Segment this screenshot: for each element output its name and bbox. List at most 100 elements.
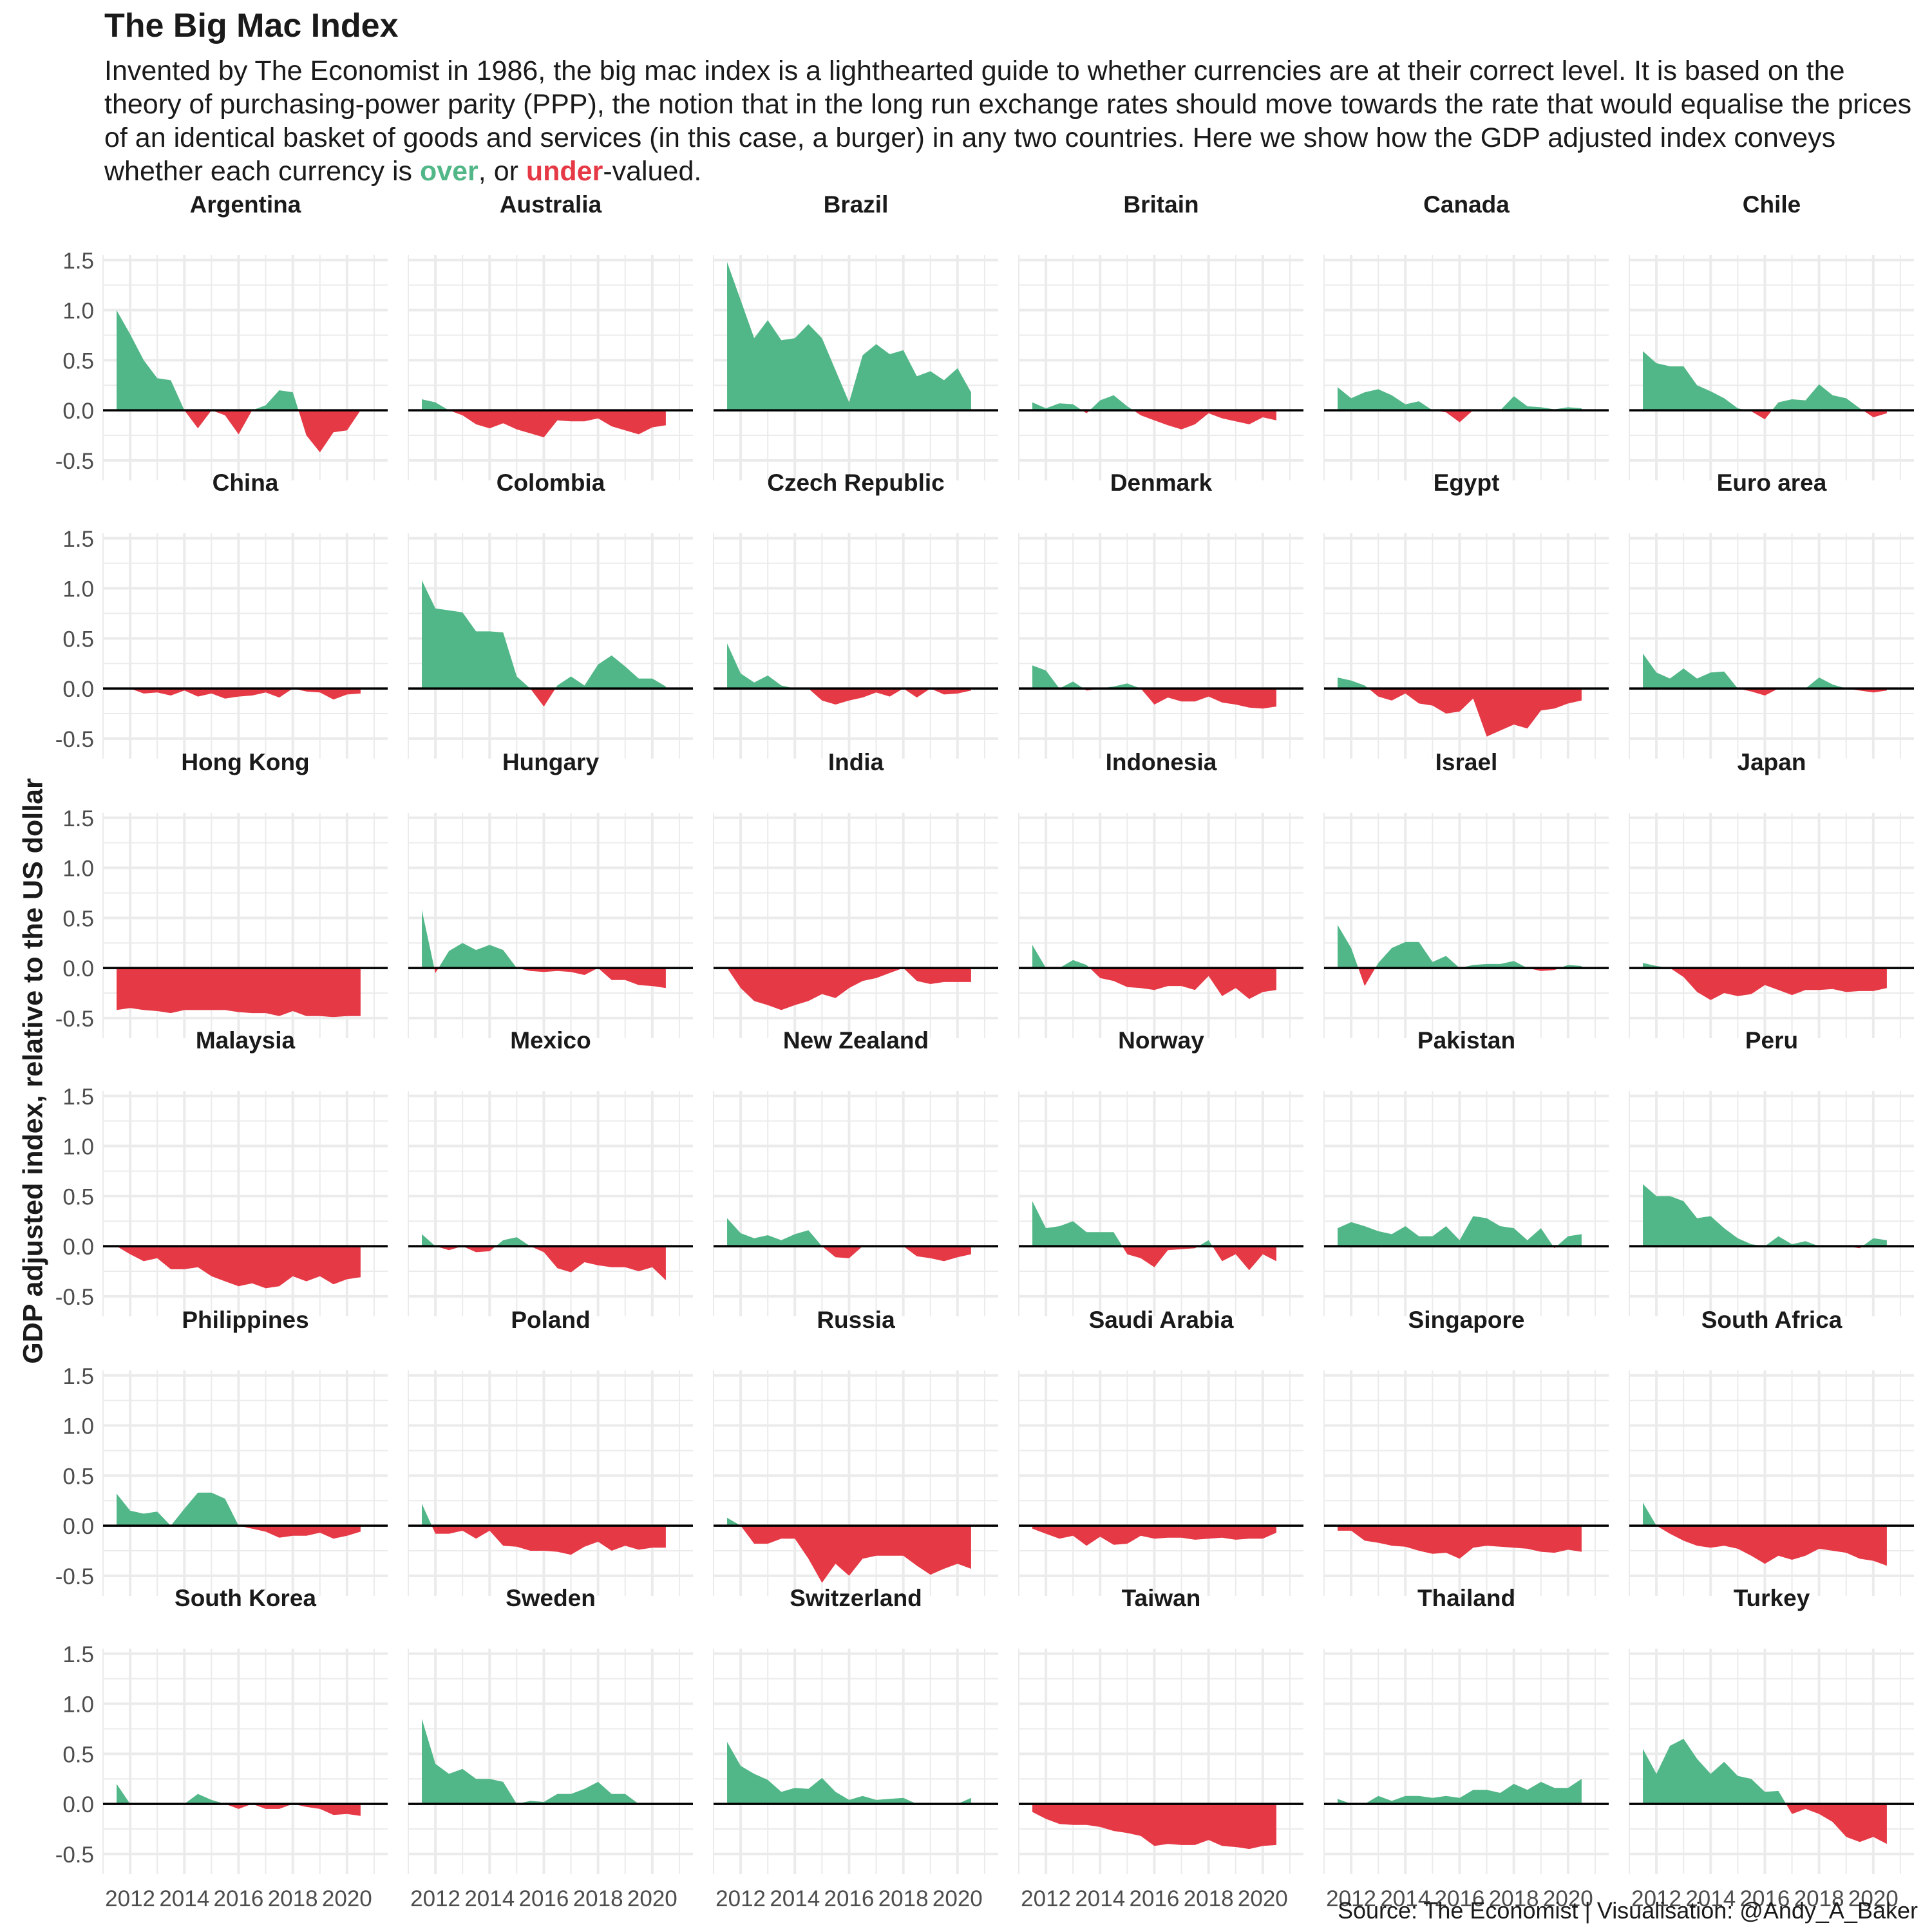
facet-title: Turkey: [1734, 1585, 1810, 1611]
undervalued-area: [1643, 410, 1887, 420]
facet-title: Norway: [1118, 1027, 1204, 1054]
x-tick-label: 2012: [1021, 1886, 1071, 1911]
undervalued-area: [1338, 1526, 1582, 1559]
overvalued-area: [1643, 1739, 1887, 1804]
x-tick-label: 2014: [1685, 1886, 1736, 1911]
x-tick-label: 2012: [1631, 1886, 1681, 1911]
undervalued-area: [117, 410, 361, 453]
x-tick-label: 2014: [464, 1886, 515, 1911]
overvalued-area: [117, 1492, 361, 1526]
y-tick-label: 0.5: [62, 1464, 94, 1489]
undervalued-area: [1643, 1526, 1887, 1566]
facet-title: Switzerland: [790, 1585, 922, 1611]
x-tick-label: 2016: [519, 1886, 569, 1911]
y-tick-label: 1.5: [62, 1364, 94, 1389]
facet-title: New Zealand: [783, 1027, 929, 1054]
overvalued-area: [727, 1741, 971, 1804]
y-tick-label: 1.5: [62, 249, 94, 274]
undervalued-area: [1032, 1246, 1276, 1271]
undervalued-area: [422, 968, 666, 989]
y-tick-label: -0.5: [55, 727, 94, 752]
facet-panel: Saudi Arabia: [1018, 1307, 1303, 1596]
x-tick-label: 2016: [1740, 1886, 1790, 1911]
y-tick-label: -0.5: [55, 1564, 94, 1589]
x-tick-label: 2018: [878, 1886, 929, 1911]
y-tick-label: 0.5: [62, 1742, 94, 1767]
facet-panel: Chile: [1629, 191, 1914, 480]
undervalued-area: [1032, 410, 1276, 430]
overvalued-area: [1338, 387, 1582, 411]
facet-title: Poland: [511, 1307, 590, 1333]
facet-title: Brazil: [824, 191, 889, 218]
undervalued-area: [1338, 688, 1582, 737]
facet-panel: Turkey 2012 2014 2016 2018 2020: [1629, 1585, 1914, 1911]
y-tick-label: 0.0: [62, 399, 94, 424]
facet-title: South Korea: [175, 1585, 316, 1611]
x-tick-label: 2012: [410, 1886, 460, 1911]
y-tick-label: 1.5: [62, 527, 94, 552]
y-tick-label: 1.5: [62, 1642, 94, 1667]
facet-panel: Egypt: [1323, 469, 1609, 759]
facet-title: Britain: [1123, 191, 1198, 218]
y-tick-label: -0.5: [55, 449, 94, 474]
overvalued-area: [1643, 351, 1887, 411]
facet-title: Australia: [500, 191, 602, 218]
x-tick-label: 2016: [1130, 1886, 1180, 1911]
undervalued-area: [117, 1526, 361, 1539]
facet-panel: India: [713, 749, 998, 1038]
facet-panel: Malaysia -0.5 0.0 0.5 1.0 1.5: [55, 1027, 388, 1316]
y-tick-label: 1.0: [62, 1135, 94, 1160]
x-tick-label: 2012: [715, 1886, 766, 1911]
facet-title: Colombia: [497, 469, 605, 496]
x-tick-label: 2016: [214, 1886, 264, 1911]
y-tick-label: 1.0: [62, 857, 94, 882]
overvalued-area: [1338, 1216, 1582, 1247]
facet-title: Sweden: [506, 1585, 596, 1611]
facet-title: Chile: [1743, 191, 1801, 218]
facet-title: Hong Kong: [181, 749, 309, 775]
y-tick-label: 0.5: [62, 906, 94, 931]
overvalued-area: [1032, 665, 1276, 689]
subtitle-over-word: over: [419, 156, 478, 187]
undervalued-area: [1032, 688, 1276, 709]
facet-panel: Colombia: [408, 469, 693, 759]
facet-title: China: [213, 469, 279, 496]
facet-panel: Canada: [1323, 191, 1609, 480]
facet-title: Thailand: [1417, 1585, 1515, 1611]
x-tick-label: 2014: [1075, 1886, 1125, 1911]
overvalued-area: [1338, 925, 1582, 969]
overvalued-area: [727, 643, 971, 689]
undervalued-area: [1032, 1804, 1276, 1850]
y-tick-label: 0.0: [62, 956, 94, 981]
facet-title: Indonesia: [1106, 749, 1217, 775]
x-tick-label: 2018: [1489, 1886, 1539, 1911]
facet-title: Denmark: [1110, 469, 1213, 496]
facet-title: Peru: [1745, 1027, 1798, 1054]
x-tick-label: 2018: [268, 1886, 318, 1911]
facet-panel: Peru: [1629, 1027, 1914, 1316]
facet-panel: Pakistan: [1323, 1027, 1609, 1316]
facet-title: Mexico: [510, 1027, 591, 1054]
facet-panel: Poland: [408, 1307, 693, 1596]
x-tick-label: 2020: [322, 1886, 372, 1911]
y-tick-label: 1.0: [62, 1414, 94, 1439]
undervalued-area: [1643, 688, 1887, 696]
y-tick-label: 0.5: [62, 627, 94, 652]
overvalued-area: [727, 261, 971, 411]
source-caption: Source: The Economist | Visualisation: @…: [1337, 1897, 1918, 1924]
x-tick-label: 2018: [573, 1886, 623, 1911]
chart-title: The Big Mac Index: [104, 7, 399, 44]
facet-panel: Norway: [1018, 1027, 1303, 1316]
x-tick-label: 2020: [1543, 1886, 1593, 1911]
facet-title: Hungary: [502, 749, 600, 775]
x-tick-label: 2014: [159, 1886, 209, 1911]
y-tick-label: 1.0: [62, 299, 94, 324]
facet-panel: Israel: [1323, 749, 1609, 1038]
chart-subtitle: Invented by The Economist in 1986, the b…: [104, 54, 1914, 188]
facet-panel: Brazil: [713, 191, 998, 480]
facet-title: South Africa: [1701, 1307, 1842, 1333]
facet-title: Taiwan: [1122, 1585, 1201, 1611]
facet-title: Saudi Arabia: [1089, 1307, 1234, 1333]
facet-panel: Czech Republic: [713, 469, 998, 759]
